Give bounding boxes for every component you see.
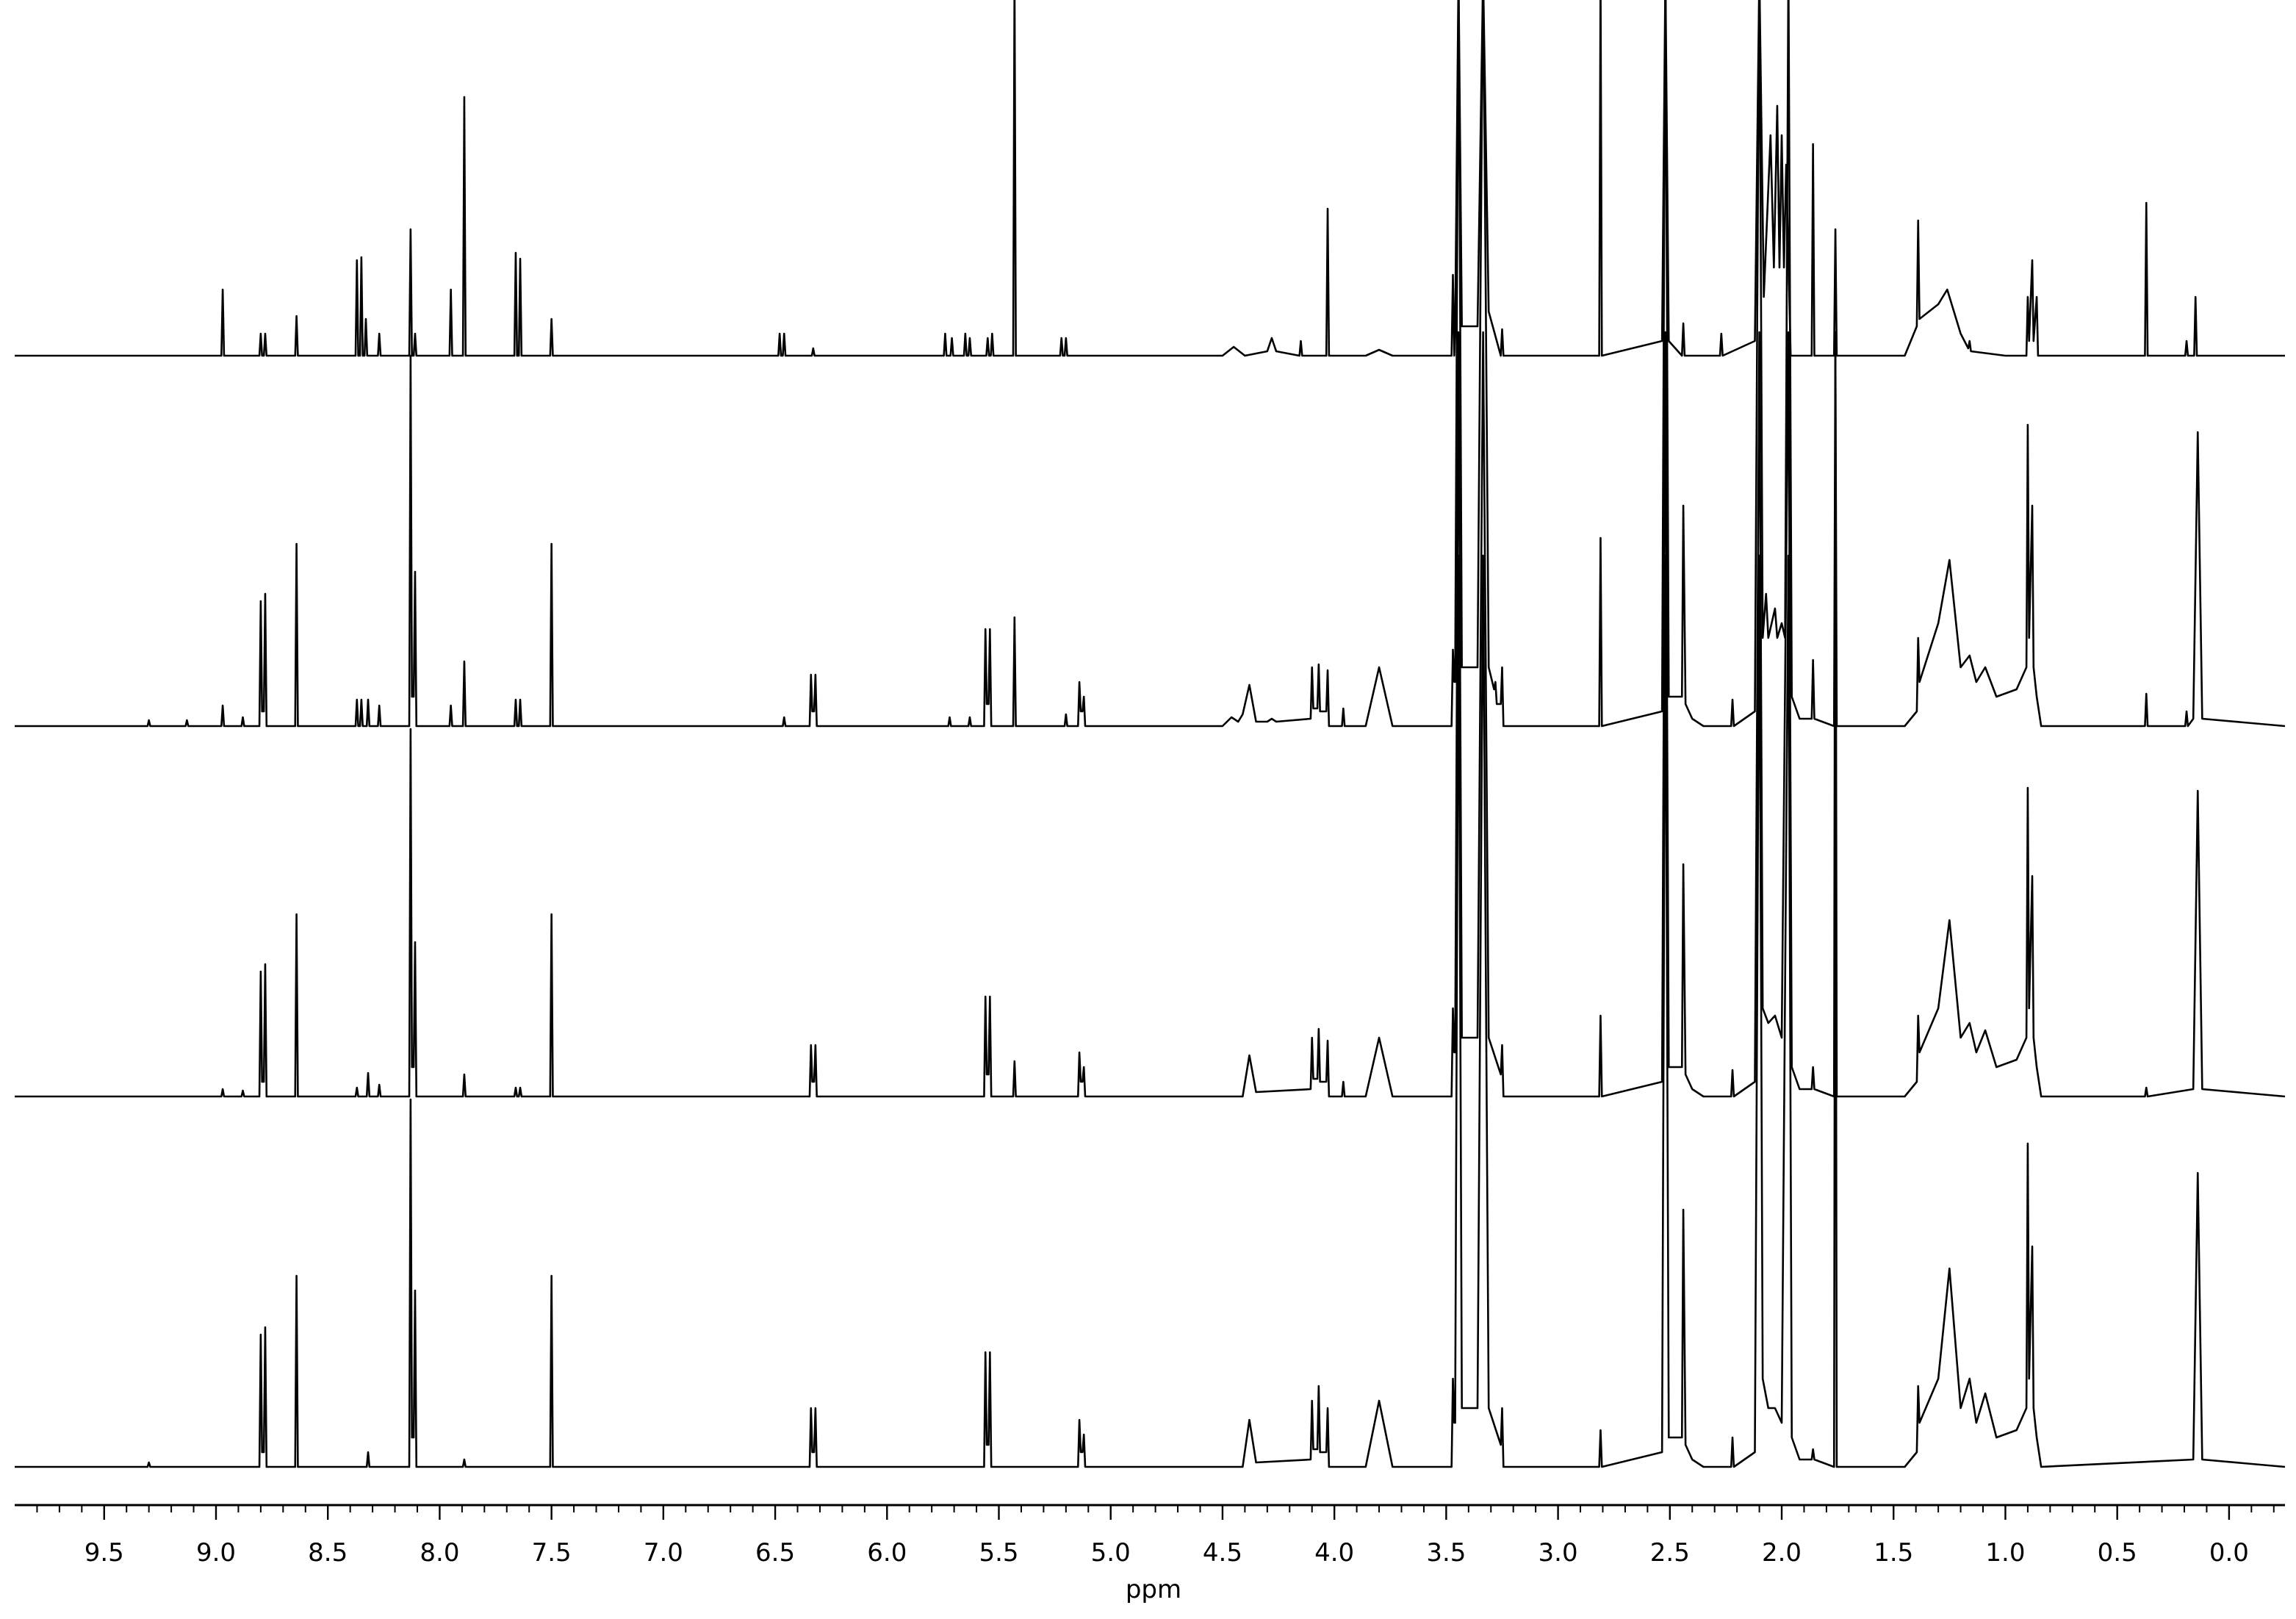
x-tick-label: 5.0 <box>1091 1538 1131 1568</box>
x-tick-label: 4.5 <box>1203 1538 1242 1568</box>
x-tick-label: 3.0 <box>1539 1538 1578 1568</box>
x-tick-label: 6.0 <box>867 1538 907 1568</box>
x-tick-label: 1.0 <box>1985 1538 2025 1568</box>
spectrum-line <box>15 0 2286 728</box>
x-tick-label: 3.5 <box>1426 1538 1466 1568</box>
x-tick-label: 5.5 <box>979 1538 1018 1568</box>
x-tick-label: 8.5 <box>308 1538 348 1568</box>
x-tick-label: 7.5 <box>532 1538 572 1568</box>
x-tick-label: 0.0 <box>2209 1538 2249 1568</box>
x-tick-label: 2.5 <box>1650 1538 1690 1568</box>
x-tick-label: 0.5 <box>2098 1538 2137 1568</box>
x-tick-label: 9.0 <box>196 1538 236 1568</box>
x-tick-label: 9.5 <box>84 1538 124 1568</box>
x-tick-label: 2.0 <box>1762 1538 1802 1568</box>
x-axis-label: ppm <box>1126 1575 1181 1604</box>
x-tick-label: 8.0 <box>420 1538 459 1568</box>
x-tick-label: 7.0 <box>644 1538 683 1568</box>
x-tick-label: 6.5 <box>755 1538 795 1568</box>
spectrum-line <box>15 0 2285 357</box>
x-tick-label: 4.0 <box>1314 1538 1354 1568</box>
spectrum-line <box>15 554 2286 1468</box>
x-tick-label: 1.5 <box>1874 1538 1913 1568</box>
spectrum-line <box>15 331 2286 1098</box>
